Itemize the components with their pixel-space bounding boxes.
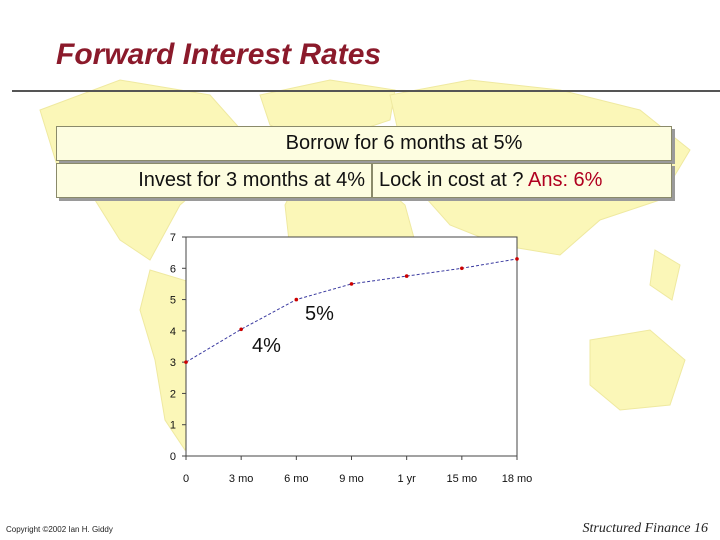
y-tick-label: 4	[170, 326, 176, 338]
borrow-box: Borrow for 6 months at 5%	[56, 126, 672, 161]
page-footer: Structured Finance 16	[582, 521, 708, 536]
y-tick-label: 3	[170, 357, 176, 369]
data-point	[515, 257, 519, 261]
data-point	[460, 266, 464, 271]
lock-box: Lock in cost at ? Ans: 6%	[372, 163, 672, 198]
invest-box: Invest for 3 months at 4%	[56, 163, 372, 198]
x-tick-label: 1 yr	[397, 473, 416, 485]
y-tick-label: 6	[170, 263, 176, 275]
data-point	[184, 360, 188, 364]
y-axis: 0 1 2 3 4 5 6 7	[170, 232, 186, 463]
data-point	[239, 327, 243, 332]
plot-area	[185, 236, 518, 457]
y-tick-label: 0	[170, 451, 176, 463]
annotation-5-percent: 5%	[305, 303, 334, 325]
data-point	[349, 282, 354, 286]
data-point	[294, 297, 299, 302]
title-divider	[12, 90, 720, 92]
borrow-text: Borrow for 6 months at 5%	[285, 132, 523, 154]
x-tick-label: 18 mo	[502, 473, 533, 485]
x-tick-label: 0	[183, 473, 189, 485]
page-title: Forward Interest Rates	[56, 38, 382, 71]
y-tick-label: 5	[170, 295, 176, 307]
answer-text: Ans: 6%	[527, 169, 603, 191]
lock-text: Lock in cost at ?	[379, 169, 524, 191]
invest-text: Invest for 3 months at 4%	[138, 169, 365, 191]
y-tick-label: 2	[170, 388, 176, 400]
series-markers	[184, 257, 519, 364]
y-tick-label: 1	[170, 420, 176, 432]
x-tick-label: 3 mo	[229, 473, 253, 485]
x-tick-label: 9 mo	[339, 473, 363, 485]
data-point	[404, 274, 409, 278]
annotation-4-percent: 4%	[252, 335, 281, 357]
copyright-footer: Copyright ©2002 Ian H. Giddy	[6, 525, 113, 534]
x-tick-label: 6 mo	[284, 473, 308, 485]
x-axis: 0 3 mo 6 mo 9 mo 1 yr 15 mo 18 mo	[183, 456, 532, 485]
x-tick-label: 15 mo	[447, 473, 478, 485]
y-tick-label: 7	[170, 232, 176, 244]
